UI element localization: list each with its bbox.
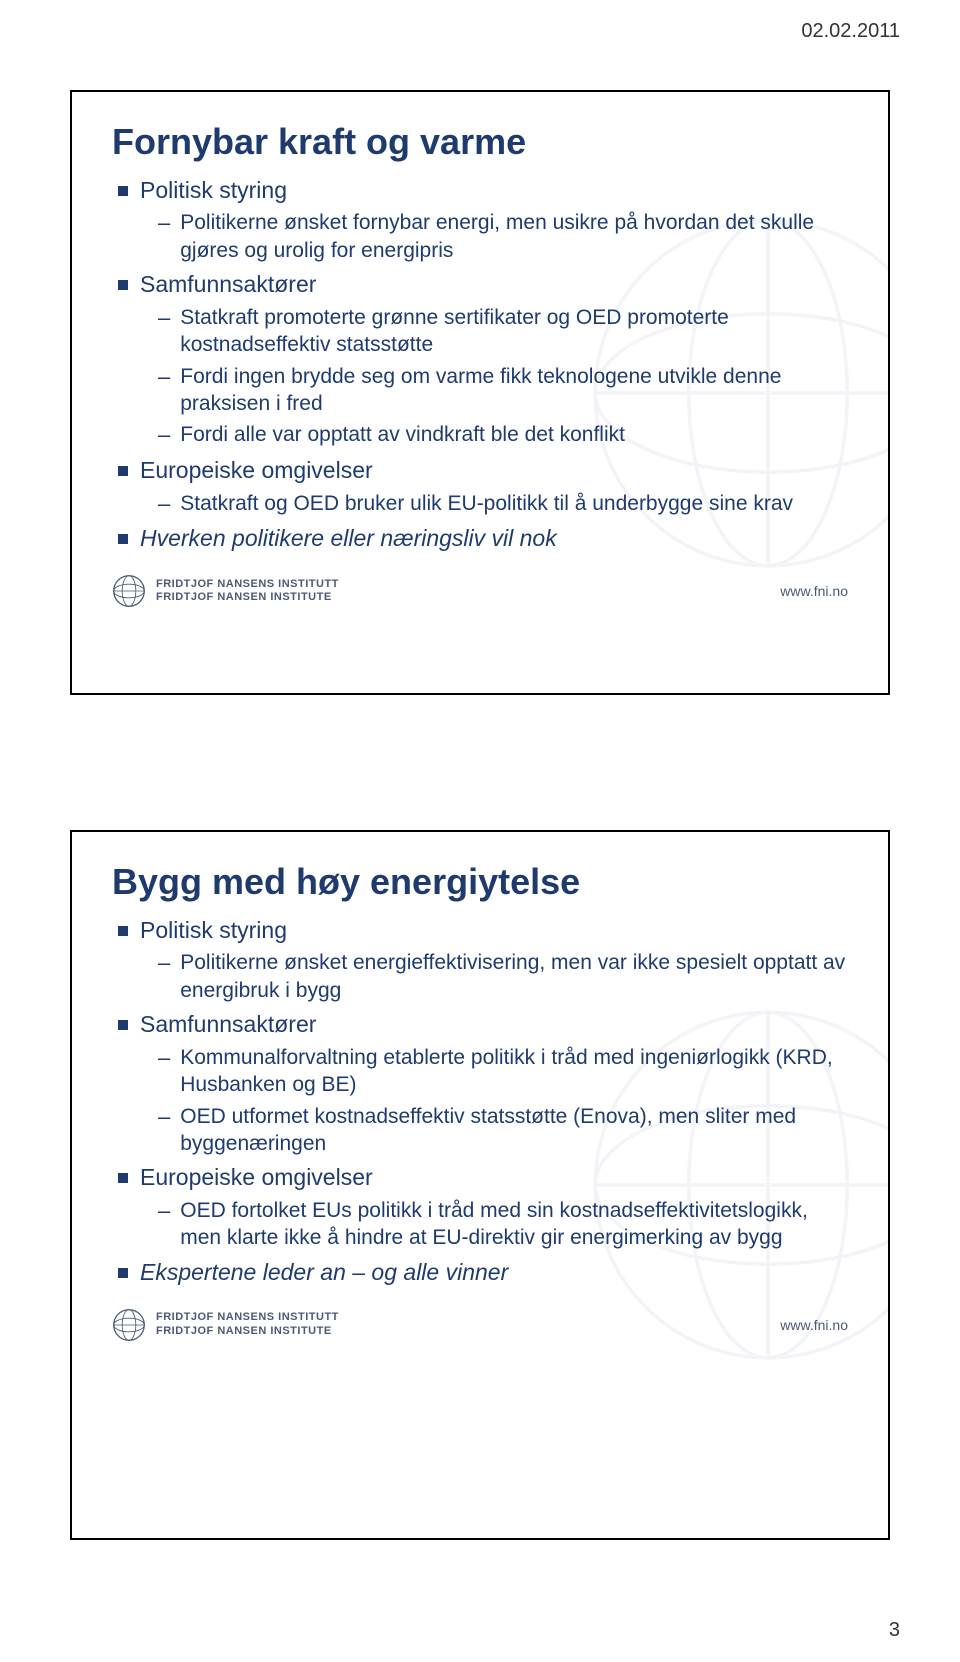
page-number: 3 (889, 1619, 900, 1642)
sub-bullet-text: Politikerne ønsket energieffektivisering… (180, 949, 848, 1004)
slide-1-list: Politisk styring–Politikerne ønsket forn… (112, 176, 848, 555)
institute-name: FRIDTJOF NANSENS INSTITUTT FRIDTJOF NANS… (156, 578, 339, 604)
dash-bullet-icon: – (158, 949, 170, 978)
bullet-level-2: –Politikerne ønsket energieffektiviserin… (158, 949, 848, 1004)
bullet-level-1: Hverken politikere eller næringsliv vil … (118, 524, 848, 554)
dash-bullet-icon: – (158, 490, 170, 519)
slide-2: Bygg med høy energiytelse Politisk styri… (70, 830, 890, 1540)
sub-bullet-text: Statkraft og OED bruker ulik EU-politikk… (180, 490, 793, 517)
sub-bullet-text: Fordi alle var opptatt av vindkraft ble … (180, 421, 625, 448)
header-date: 02.02.2011 (801, 20, 900, 43)
institute-logo-icon (112, 574, 146, 608)
footer-url: www.fni.no (780, 1317, 848, 1333)
bullet-text: Samfunnsaktører (140, 1010, 316, 1040)
square-bullet-icon (118, 1173, 128, 1183)
sub-bullet-text: Politikerne ønsket fornybar energi, men … (180, 209, 848, 264)
bullet-level-2: –Kommunalforvaltning etablerte politikk … (158, 1044, 848, 1099)
square-bullet-icon (118, 186, 128, 196)
footer-left: FRIDTJOF NANSENS INSTITUTT FRIDTJOF NANS… (112, 574, 339, 608)
footer-left: FRIDTJOF NANSENS INSTITUTT FRIDTJOF NANS… (112, 1308, 339, 1342)
square-bullet-icon (118, 926, 128, 936)
sub-bullet-text: Fordi ingen brydde seg om varme fikk tek… (180, 363, 848, 418)
bullet-text: Politisk styring (140, 916, 287, 946)
bullet-level-2: –Politikerne ønsket fornybar energi, men… (158, 209, 848, 264)
bullet-level-2: –OED utformet kostnadseffektiv statsstøt… (158, 1103, 848, 1158)
bullet-level-2: –Fordi ingen brydde seg om varme fikk te… (158, 363, 848, 418)
institute-name-1: FRIDTJOF NANSENS INSTITUTT (156, 578, 339, 591)
bullet-level-1: Politisk styring (118, 176, 848, 206)
dash-bullet-icon: – (158, 1197, 170, 1226)
institute-name-2: FRIDTJOF NANSEN INSTITUTE (156, 1325, 339, 1338)
square-bullet-icon (118, 534, 128, 544)
institute-name-1: FRIDTJOF NANSENS INSTITUTT (156, 1311, 339, 1324)
square-bullet-icon (118, 466, 128, 476)
slide-2-footer: FRIDTJOF NANSENS INSTITUTT FRIDTJOF NANS… (112, 1302, 848, 1342)
bullet-text: Politisk styring (140, 176, 287, 206)
bullet-level-1: Samfunnsaktører (118, 270, 848, 300)
dash-bullet-icon: – (158, 1103, 170, 1132)
sub-list: –Statkraft og OED bruker ulik EU-politik… (118, 490, 848, 519)
dash-bullet-icon: – (158, 421, 170, 450)
dash-bullet-icon: – (158, 304, 170, 333)
bullet-level-1: Ekspertene leder an – og alle vinner (118, 1258, 848, 1288)
square-bullet-icon (118, 1268, 128, 1278)
slide-2-title: Bygg med høy energiytelse (112, 862, 848, 902)
bullet-text: Hverken politikere eller næringsliv vil … (140, 524, 557, 554)
slide-2-list: Politisk styring–Politikerne ønsket ener… (112, 916, 848, 1288)
slide-1-title: Fornybar kraft og varme (112, 122, 848, 162)
sub-list: –Politikerne ønsket energieffektiviserin… (118, 949, 848, 1004)
sub-bullet-text: OED utformet kostnadseffektiv statsstøtt… (180, 1103, 848, 1158)
bullet-level-2: –Statkraft promoterte grønne sertifikate… (158, 304, 848, 359)
sub-bullet-text: Statkraft promoterte grønne sertifikater… (180, 304, 848, 359)
institute-logo-icon (112, 1308, 146, 1342)
institute-name: FRIDTJOF NANSENS INSTITUTT FRIDTJOF NANS… (156, 1311, 339, 1337)
dash-bullet-icon: – (158, 1044, 170, 1073)
bullet-level-1: Samfunnsaktører (118, 1010, 848, 1040)
square-bullet-icon (118, 1020, 128, 1030)
bullet-text: Samfunnsaktører (140, 270, 316, 300)
bullet-text: Europeiske omgivelser (140, 1163, 373, 1193)
bullet-level-2: –Statkraft og OED bruker ulik EU-politik… (158, 490, 848, 519)
bullet-level-1: Europeiske omgivelser (118, 456, 848, 486)
bullet-level-1: Politisk styring (118, 916, 848, 946)
sub-list: –Statkraft promoterte grønne sertifikate… (118, 304, 848, 450)
bullet-text: Europeiske omgivelser (140, 456, 373, 486)
dash-bullet-icon: – (158, 209, 170, 238)
sub-bullet-text: OED fortolket EUs politikk i tråd med si… (180, 1197, 848, 1252)
sub-list: –Kommunalforvaltning etablerte politikk … (118, 1044, 848, 1157)
dash-bullet-icon: – (158, 363, 170, 392)
slide-1: Fornybar kraft og varme Politisk styring… (70, 90, 890, 695)
sub-list: –Politikerne ønsket fornybar energi, men… (118, 209, 848, 264)
bullet-level-2: –OED fortolket EUs politikk i tråd med s… (158, 1197, 848, 1252)
square-bullet-icon (118, 280, 128, 290)
slide-1-footer: FRIDTJOF NANSENS INSTITUTT FRIDTJOF NANS… (112, 568, 848, 608)
footer-url: www.fni.no (780, 583, 848, 599)
bullet-level-2: –Fordi alle var opptatt av vindkraft ble… (158, 421, 848, 450)
sub-list: –OED fortolket EUs politikk i tråd med s… (118, 1197, 848, 1252)
bullet-text: Ekspertene leder an – og alle vinner (140, 1258, 508, 1288)
bullet-level-1: Europeiske omgivelser (118, 1163, 848, 1193)
sub-bullet-text: Kommunalforvaltning etablerte politikk i… (180, 1044, 848, 1099)
institute-name-2: FRIDTJOF NANSEN INSTITUTE (156, 591, 339, 604)
